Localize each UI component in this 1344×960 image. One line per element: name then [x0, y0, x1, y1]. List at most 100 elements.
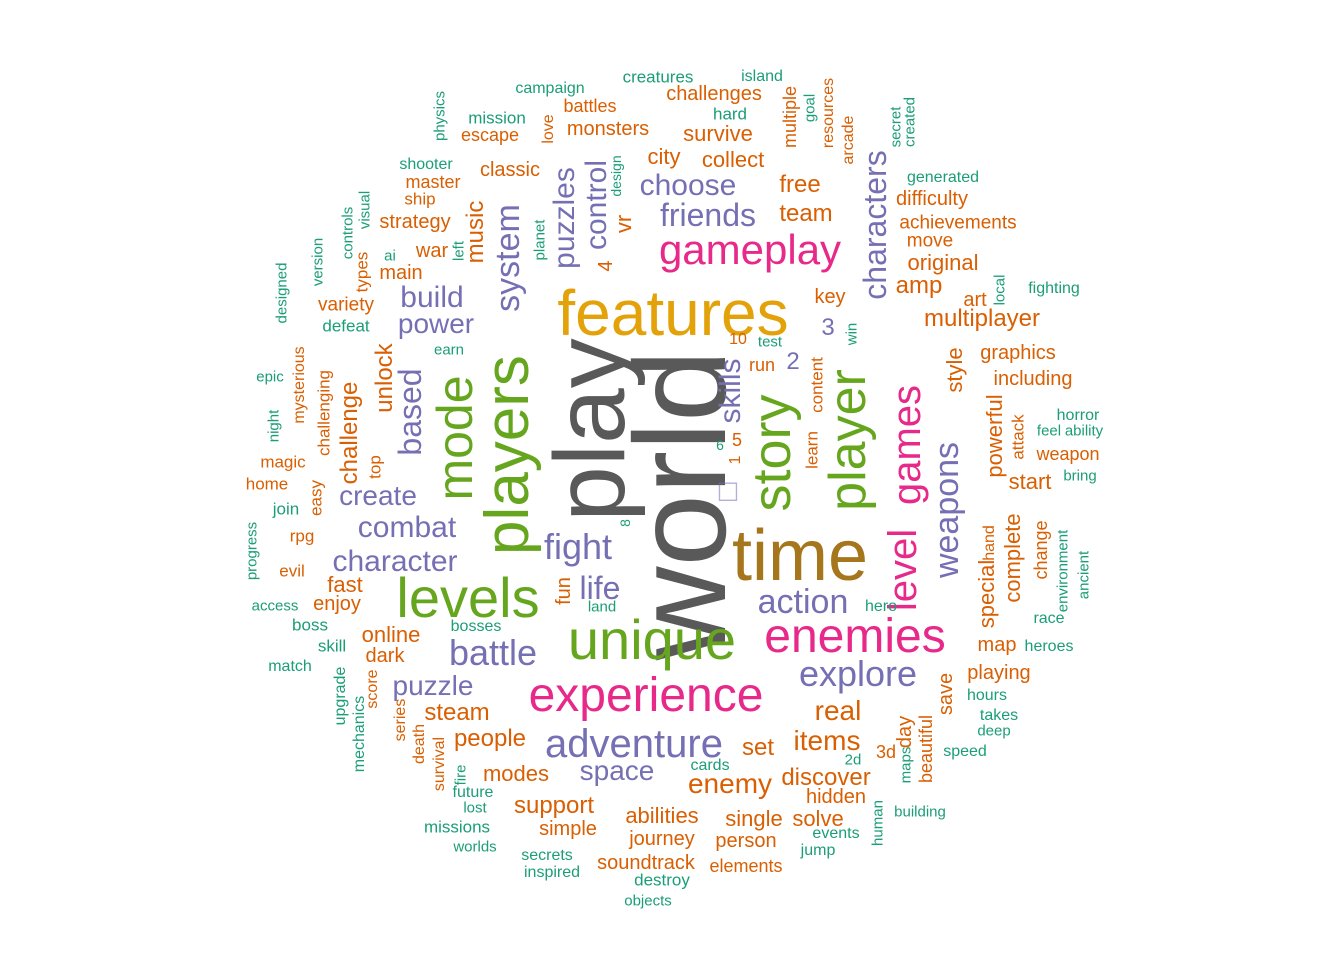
word-weapon: weapon: [1036, 444, 1100, 464]
word-hard: hard: [712, 104, 748, 124]
word-life: life: [579, 570, 621, 606]
word-puzzles: puzzles: [548, 167, 581, 269]
word-weapons: weapons: [928, 441, 966, 579]
word-join: join: [272, 499, 300, 519]
word-left: left: [450, 240, 468, 262]
word-multiple: multiple: [780, 85, 800, 149]
word-collect: collect: [701, 147, 765, 172]
word-classic: classic: [479, 159, 541, 181]
word-challenge: challenge: [336, 381, 363, 485]
word-based: based: [392, 368, 428, 456]
word-building: building: [894, 803, 946, 821]
word-version: version: [309, 237, 327, 287]
word-night: night: [265, 409, 283, 443]
word-mode: mode: [427, 375, 483, 501]
word-unlock: unlock: [371, 343, 398, 413]
word-secrets: secrets: [521, 847, 573, 864]
word-feel: feel: [1036, 422, 1062, 440]
word-monsters: monsters: [566, 118, 650, 140]
word-creatures: creatures: [622, 67, 694, 87]
word-destroy: destroy: [634, 870, 690, 890]
word-day: day: [894, 715, 916, 749]
word-hours: hours: [966, 687, 1008, 704]
word-music: music: [462, 200, 489, 264]
word-variety: variety: [318, 294, 374, 316]
word-mission: mission: [468, 108, 526, 128]
word-enemy: enemy: [687, 768, 773, 799]
word-steam: steam: [424, 699, 490, 726]
word-people: people: [453, 725, 527, 752]
word-2d: 2d: [844, 751, 862, 769]
word-key: key: [814, 286, 846, 308]
word-main: main: [379, 262, 423, 284]
word-progress: progress: [243, 521, 261, 581]
word-explore: explore: [798, 653, 918, 694]
word-human: human: [869, 800, 887, 846]
word-fast: fast: [327, 572, 363, 597]
word-skills: skills: [714, 358, 747, 424]
word-fun: fun: [553, 577, 575, 605]
word-features: features: [557, 277, 789, 349]
word-learn: learn: [802, 431, 822, 469]
word-amp: amp: [895, 272, 943, 299]
word-time: time: [731, 516, 869, 596]
word-levels: levels: [396, 566, 540, 629]
word-fight: fight: [543, 526, 613, 567]
word-battles: battles: [563, 96, 617, 116]
word-journey: journey: [629, 828, 695, 850]
word-1: 1: [727, 455, 744, 465]
word-race: race: [1033, 610, 1065, 627]
word-unique: unique: [567, 608, 737, 671]
word-achievements: achievements: [899, 212, 1017, 234]
word-bosses: bosses: [450, 618, 502, 635]
word-events: events: [812, 825, 860, 842]
word-style: style: [942, 347, 967, 393]
word-complete: complete: [1000, 513, 1025, 603]
word-vr: vr: [611, 214, 636, 234]
word-ancient: ancient: [1075, 550, 1093, 600]
word-created: created: [901, 96, 919, 148]
word-challenging: challenging: [314, 369, 334, 457]
word-content: content: [807, 357, 827, 413]
word-free: free: [779, 171, 821, 198]
word-modes: modes: [482, 761, 550, 786]
word-magic: magic: [260, 452, 306, 472]
word-start: start: [1008, 469, 1052, 494]
word-designed: designed: [273, 262, 291, 324]
word-fighting: fighting: [1028, 280, 1080, 297]
word-goal: goal: [801, 93, 819, 123]
word-win: win: [843, 322, 861, 346]
word-enjoy: enjoy: [313, 593, 361, 615]
word-worlds: worlds: [453, 838, 497, 856]
word-person: person: [715, 830, 777, 852]
word-arcade: arcade: [840, 115, 857, 165]
word-rpg: rpg: [289, 526, 315, 546]
word-friends: friends: [659, 197, 757, 233]
word-discover: discover: [781, 764, 871, 791]
word-heroes: heroes: [1024, 638, 1074, 655]
word-play: play: [534, 338, 646, 522]
word-hidden: hidden: [805, 786, 867, 808]
word-story: story: [742, 394, 802, 512]
word-simple: simple: [539, 818, 597, 840]
word-original: original: [907, 250, 979, 275]
word-objects: objects: [624, 892, 672, 910]
word-set: set: [741, 734, 775, 761]
word-challenges: challenges: [666, 83, 762, 105]
word-map: map: [977, 634, 1017, 656]
word-visual: visual: [356, 190, 374, 230]
word-box: □: [716, 476, 740, 504]
word-games: games: [885, 384, 929, 506]
word-missions: missions: [423, 817, 491, 837]
word-skill: skill: [317, 636, 347, 656]
word-takes: takes: [979, 707, 1019, 724]
word-items: items: [793, 725, 861, 756]
word-mysterious: mysterious: [291, 346, 308, 424]
word-characters: characters: [857, 150, 893, 300]
word-campaign: campaign: [515, 80, 585, 97]
word-mechanics: mechanics: [351, 695, 368, 773]
word-single: single: [725, 806, 783, 831]
word-adventure: adventure: [545, 722, 723, 766]
word-3d: 3d: [875, 742, 897, 762]
